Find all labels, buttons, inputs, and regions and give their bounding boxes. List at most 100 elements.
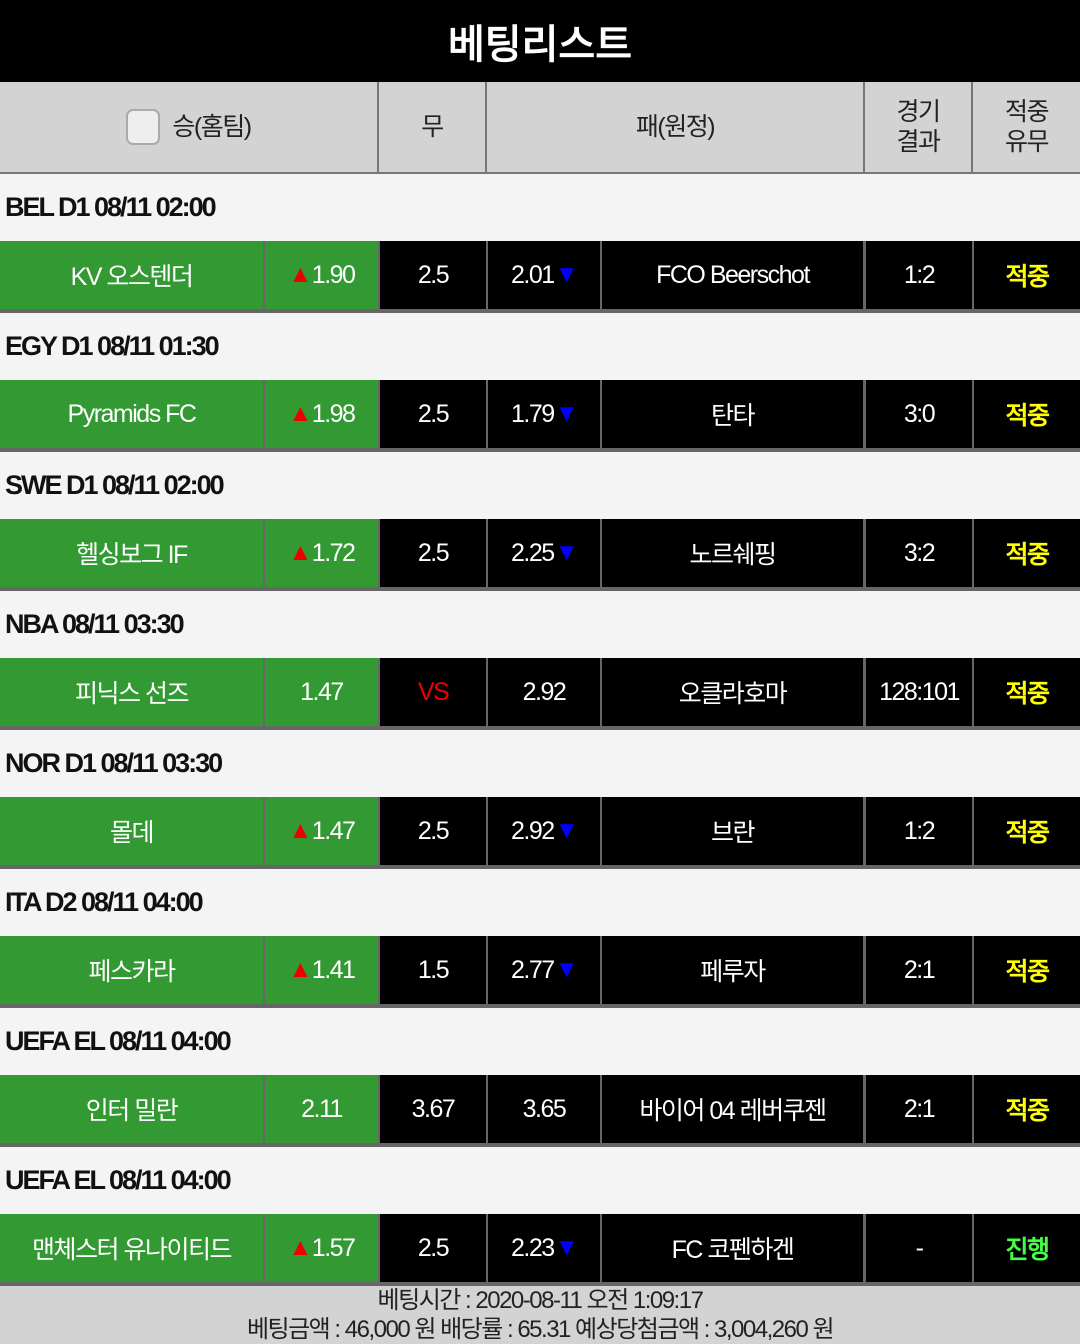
- draw-odds: 2.5: [417, 816, 450, 845]
- away-team: 브란: [710, 819, 756, 847]
- footer: 베팅시간 : 2020-08-11 오전 1:09:17 베팅금액 : 46,0…: [0, 1286, 1080, 1344]
- match-result-cell: 3:0: [866, 380, 972, 448]
- home-team-cell: 인터 밀란: [0, 1075, 263, 1143]
- hit-status-cell: 적중: [974, 241, 1080, 309]
- bet-row: 헬싱보그 IF ▲ 1.72 2.5 2.25 ▼ 노르쉐핑 3:2 적중: [0, 519, 1080, 591]
- away-odds-cell[interactable]: 2.23 ▼: [488, 1214, 600, 1282]
- away-odds-cell[interactable]: 1.79 ▼: [488, 380, 600, 448]
- away-team: 탄타: [710, 402, 756, 430]
- away-team-cell: 브란: [602, 797, 863, 865]
- bet-time: 베팅시간 : 2020-08-11 오전 1:09:17: [377, 1287, 704, 1314]
- draw-odds-cell[interactable]: VS: [380, 658, 486, 726]
- draw-odds: 2.5: [417, 1233, 450, 1262]
- home-team-cell: 몰데: [0, 797, 263, 865]
- away-team: 바이어 04 레버쿠젠: [639, 1097, 827, 1125]
- match-result: 3:0: [903, 399, 936, 428]
- home-team: 헬싱보그 IF: [76, 541, 188, 569]
- away-team-cell: 오클라호마: [602, 658, 863, 726]
- home-odds: 1.72: [311, 538, 356, 567]
- home-odds-cell[interactable]: ▲ 1.41: [265, 936, 378, 1004]
- away-odds-cell[interactable]: 2.92 ▼: [488, 797, 600, 865]
- away-odds: 2.92: [522, 677, 567, 706]
- league-heading: NBA 08/11 03:30: [0, 591, 1080, 658]
- match-result: 1:2: [903, 816, 936, 845]
- bet-row: 페스카라 ▲ 1.41 1.5 2.77 ▼ 페루자 2:1 적중: [0, 936, 1080, 1008]
- away-team-cell: FCO Beerschot: [602, 241, 863, 309]
- select-all-checkbox[interactable]: [126, 109, 161, 145]
- col-home-label: 승(홈팀): [172, 113, 252, 141]
- col-away: 패(원정): [487, 82, 865, 172]
- away-odds: 2.01: [511, 260, 555, 289]
- away-odds-cell[interactable]: 2.77 ▼: [488, 936, 600, 1004]
- hit-status: 적중: [1005, 1097, 1050, 1125]
- away-odds-cell[interactable]: 2.01 ▼: [488, 241, 600, 309]
- away-odds: 3.65: [522, 1094, 567, 1123]
- home-odds-cell[interactable]: ▲ 1.98: [265, 380, 378, 448]
- col-home: 승(홈팀): [0, 82, 379, 172]
- home-odds-cell[interactable]: ▲ 1.47: [265, 797, 378, 865]
- home-odds: 1.57: [311, 1233, 356, 1262]
- home-team: 페스카라: [88, 958, 176, 986]
- hit-status-cell: 적중: [974, 658, 1080, 726]
- bet-row: Pyramids FC ▲ 1.98 2.5 1.79 ▼ 탄타 3:0 적중: [0, 380, 1080, 452]
- home-odds: 1.47: [300, 677, 344, 706]
- match-result-cell: 2:1: [866, 936, 972, 1004]
- odds-up-icon: ▲: [288, 956, 313, 983]
- draw-odds-cell[interactable]: 3.67: [380, 1075, 486, 1143]
- away-team-cell: FC 코펜하겐: [602, 1214, 863, 1282]
- home-odds-cell[interactable]: ▲ 1.90: [265, 241, 378, 309]
- odds-down-icon: ▼: [554, 1234, 579, 1261]
- home-odds-cell[interactable]: ▲ 1.72: [265, 519, 378, 587]
- away-odds: 2.77: [511, 955, 555, 984]
- away-odds-cell[interactable]: 3.65: [488, 1075, 600, 1143]
- home-team-cell: 피닉스 선즈: [0, 658, 263, 726]
- home-team-cell: 맨체스터 유나이티드: [0, 1214, 263, 1282]
- league-heading: EGY D1 08/11 01:30: [0, 313, 1080, 380]
- bet-summary: 베팅금액 : 46,000 원 배당률 : 65.31 예상당첨금액 : 3,0…: [246, 1316, 835, 1343]
- odds-down-icon: ▼: [554, 539, 579, 566]
- away-team: 페루자: [700, 958, 766, 986]
- draw-odds-cell[interactable]: 2.5: [380, 519, 486, 587]
- match-result-cell: 1:2: [866, 241, 972, 309]
- match-result-cell: 1:2: [866, 797, 972, 865]
- odds-up-icon: ▲: [288, 1234, 313, 1261]
- draw-odds-cell[interactable]: 2.5: [380, 380, 486, 448]
- hit-status-cell: 진행: [974, 1214, 1080, 1282]
- away-odds: 1.79: [511, 399, 555, 428]
- bet-row: 피닉스 선즈 1.47 VS 2.92 오클라호마 128:101 적중: [0, 658, 1080, 730]
- home-odds: 1.41: [311, 955, 356, 984]
- draw-odds: VS: [417, 677, 450, 706]
- away-team-cell: 노르쉐핑: [602, 519, 863, 587]
- home-odds-cell[interactable]: ▲ 1.57: [265, 1214, 378, 1282]
- home-odds: 1.98: [311, 399, 356, 428]
- odds-down-icon: ▼: [554, 956, 579, 983]
- draw-odds-cell[interactable]: 2.5: [380, 797, 486, 865]
- draw-odds: 1.5: [417, 955, 450, 984]
- match-result-cell: 128:101: [866, 658, 972, 726]
- league-heading: SWE D1 08/11 02:00: [0, 452, 1080, 519]
- hit-status-cell: 적중: [974, 797, 1080, 865]
- odds-up-icon: ▲: [288, 539, 313, 566]
- away-odds-cell[interactable]: 2.92: [488, 658, 600, 726]
- league-heading: UEFA EL 08/11 04:00: [0, 1147, 1080, 1214]
- match-result: 3:2: [903, 538, 936, 567]
- home-team: KV 오스텐더: [70, 263, 194, 291]
- hit-status: 적중: [1005, 819, 1050, 847]
- away-odds-cell[interactable]: 2.25 ▼: [488, 519, 600, 587]
- draw-odds-cell[interactable]: 1.5: [380, 936, 486, 1004]
- league-heading: NOR D1 08/11 03:30: [0, 730, 1080, 797]
- odds-down-icon: ▼: [554, 400, 579, 427]
- away-team: FC 코펜하겐: [671, 1236, 795, 1264]
- away-odds: 2.92: [511, 816, 555, 845]
- col-hit: 적중 유무: [1004, 98, 1050, 156]
- home-odds-cell[interactable]: 2.11: [265, 1075, 378, 1143]
- draw-odds-cell[interactable]: 2.5: [380, 1214, 486, 1282]
- hit-status: 적중: [1005, 680, 1050, 708]
- home-odds-cell[interactable]: 1.47: [265, 658, 378, 726]
- draw-odds-cell[interactable]: 2.5: [380, 241, 486, 309]
- match-result: 1:2: [903, 260, 936, 289]
- home-team-cell: 헬싱보그 IF: [0, 519, 263, 587]
- odds-down-icon: ▼: [554, 817, 579, 844]
- odds-up-icon: ▲: [288, 817, 313, 844]
- match-result: 2:1: [903, 955, 936, 984]
